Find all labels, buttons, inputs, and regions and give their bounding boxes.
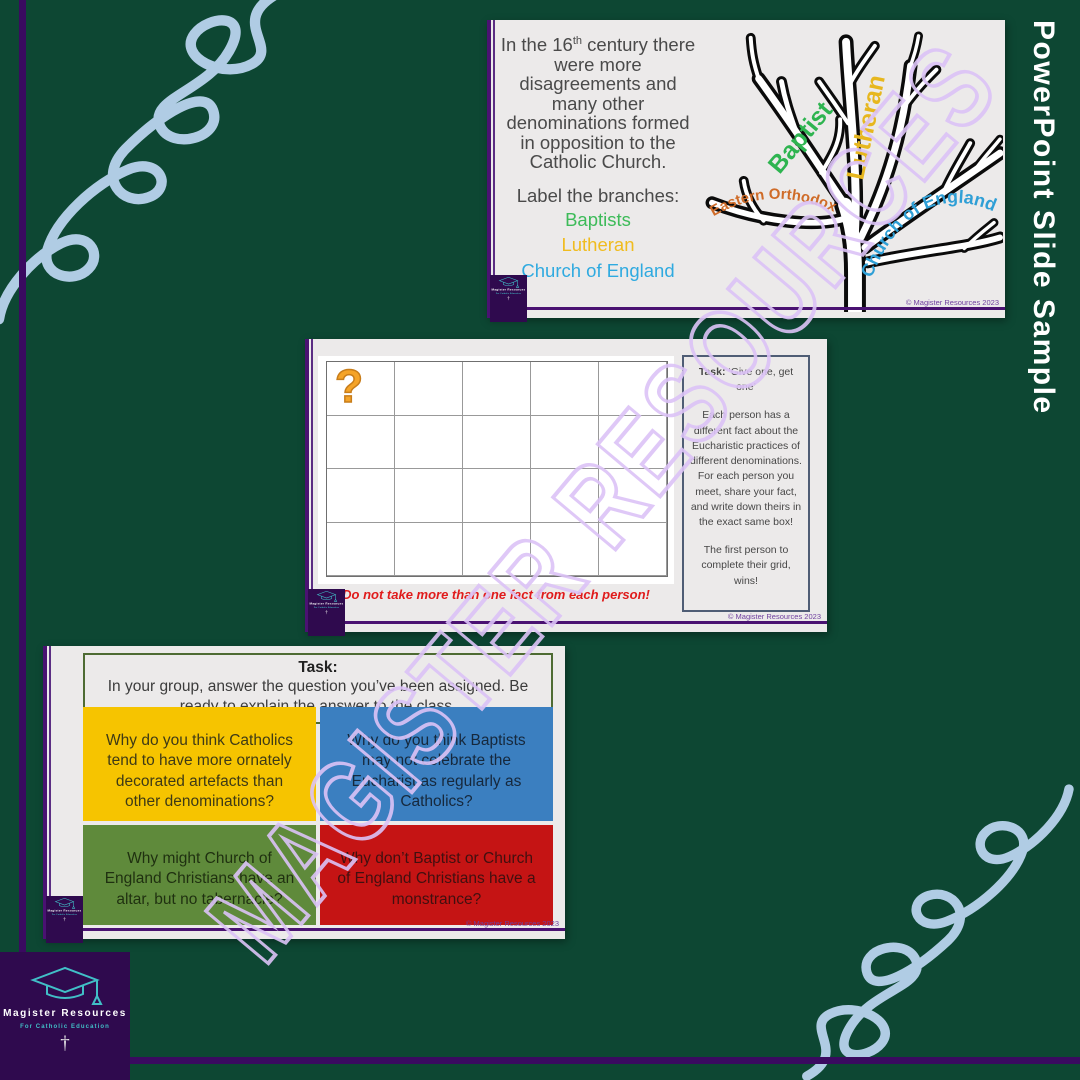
mini-logo-tagline: For Catholic Education: [313, 606, 340, 609]
mini-cross-icon: †: [507, 295, 510, 301]
grid-cell: [463, 362, 531, 416]
task-panel-title: Task:: [698, 366, 726, 378]
logo-tagline: For Catholic Education: [20, 1024, 110, 1030]
graduation-cap-icon: [498, 276, 520, 288]
magister-resources-logo: Magister Resources For Catholic Educatio…: [0, 952, 130, 1080]
slide-mini-logo: Magister Resources For Catholic Educatio…: [46, 896, 83, 943]
slide-mini-logo: Magister Resources For Catholic Educatio…: [490, 275, 527, 322]
mini-logo-name: Magister Resources: [47, 909, 82, 913]
slide-mini-logo: Magister Resources For Catholic Educatio…: [308, 589, 345, 636]
slide-bottom-rule: [487, 307, 1005, 310]
quadrant-blue-baptists: Why do you think Baptists may not celebr…: [320, 707, 553, 821]
fact-grid: [326, 361, 668, 577]
denomination-tree-illustration: Baptist Lutheran Eastern Orthodox Church…: [705, 31, 1003, 312]
slide1-option-lutheran: Lutheran: [561, 234, 635, 256]
quadrant-yellow-catholics: Why do you think Catholics tend to have …: [83, 707, 316, 821]
quadrant-green-church-of-england: Why might Church of England Christians h…: [83, 824, 316, 925]
mini-logo-tagline: For Catholic Education: [51, 913, 78, 916]
graduation-cap-icon: [54, 897, 76, 909]
logo-name: Magister Resources: [3, 1008, 127, 1019]
task-panel-footer: The first person to complete their grid,…: [701, 544, 791, 587]
grid-cell: [327, 469, 395, 523]
slide-thumbnail-group-questions: Task: In your group, answer the question…: [43, 646, 565, 943]
accent-line-bottom: [130, 1057, 1080, 1064]
slide1-label-branches-title: Label the branches:: [516, 184, 680, 206]
accent-line-left: [19, 0, 26, 958]
scribble-decoration-top-left: [0, 0, 277, 325]
grid-cell: [395, 522, 463, 576]
grid-cell: [599, 469, 667, 523]
grid-cell: [395, 415, 463, 469]
quadrant-red-monstrance: Why don’t Baptist or Church of England C…: [320, 824, 553, 925]
grid-cell: [327, 362, 395, 416]
graduation-cap-icon: [30, 966, 103, 1005]
vertical-sample-label: PowerPoint Slide Sample: [1027, 20, 1060, 415]
grid-cell: [463, 522, 531, 576]
grid-cell: [327, 522, 395, 576]
task-panel-title-line: Task: ‘Give one, get one’: [689, 365, 803, 395]
grid-cell: [531, 415, 599, 469]
slide-thumbnail-denominations-tree: In the 16th century there were more disa…: [487, 20, 1005, 322]
grid-cell: [395, 362, 463, 416]
mini-logo-tagline: For Catholic Education: [495, 292, 522, 295]
slide-bottom-rule: [305, 621, 827, 624]
slide1-option-church-of-england: Church of England: [521, 259, 675, 281]
slide1-intro-paragraph: In the 16th century there were more disa…: [500, 34, 696, 173]
grid-backing-panel: [318, 356, 674, 584]
grid-cell: [531, 522, 599, 576]
slide-copyright: © Magister Resources 2023: [465, 919, 559, 928]
cross-icon: †: [60, 1033, 70, 1054]
grid-cell: [395, 469, 463, 523]
grid-cell: [599, 415, 667, 469]
task-instructions-panel: Task: ‘Give one, get one’ Each person ha…: [682, 355, 810, 612]
grid-cell: [327, 415, 395, 469]
mini-logo-name: Magister Resources: [491, 288, 526, 292]
group-task-title: Task:: [298, 659, 338, 676]
slide-copyright: © Magister Resources 2023: [727, 612, 821, 621]
mini-cross-icon: †: [63, 916, 66, 922]
grid-cell: [531, 362, 599, 416]
slide1-text-column: In the 16th century there were more disa…: [499, 32, 697, 282]
task-panel-quote: ‘Give one, get one’: [728, 366, 794, 394]
slide1-option-baptists: Baptists: [565, 208, 631, 230]
scribble-decoration-bottom-right: [802, 784, 1074, 1080]
grid-cell: [531, 469, 599, 523]
question-mark-graphic: ?: [334, 359, 364, 413]
mini-cross-icon: †: [325, 609, 328, 615]
grid-cell: [599, 362, 667, 416]
slide-copyright: © Magister Resources 2023: [905, 298, 999, 307]
slide-bottom-rule: [43, 928, 565, 931]
graduation-cap-icon: [316, 590, 338, 602]
warning-text: Do not take more than one fact from each…: [342, 587, 650, 602]
mini-logo-name: Magister Resources: [309, 602, 344, 606]
task-panel-body: Each person has a different fact about t…: [690, 409, 802, 528]
question-quadrants: Why do you think Catholics tend to have …: [83, 707, 553, 925]
grid-cell: [599, 522, 667, 576]
grid-cell: [463, 415, 531, 469]
slide-thumbnail-give-one-get-one: ? Task: ‘Give one, get one’ Each person …: [305, 339, 827, 636]
grid-cell: [463, 469, 531, 523]
